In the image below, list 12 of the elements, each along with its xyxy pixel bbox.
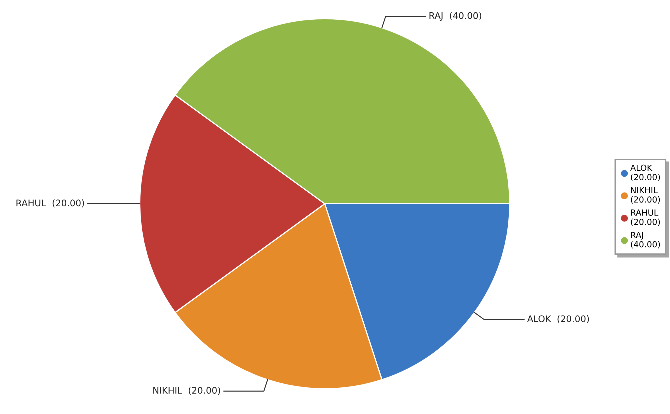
- data-label: (20.00): [631, 174, 660, 182]
- data-label: (20.00): [631, 196, 660, 204]
- legend-label: NIKHIL: [631, 187, 658, 194]
- legend-label: RAHUL: [631, 210, 659, 216]
- category-label: NIKHIL (20.00): [154, 387, 220, 396]
- category-label: RAHUL (20.00): [16, 200, 84, 208]
- data-label: (20.00): [631, 218, 660, 226]
- category-label: ALOK (20.00): [527, 315, 590, 324]
- legend-label: RAJ: [631, 232, 644, 240]
- data-label: (40.00): [631, 241, 660, 249]
- category-label: RAJ (40.00): [430, 12, 482, 21]
- legend-label: ALOK: [630, 164, 653, 172]
